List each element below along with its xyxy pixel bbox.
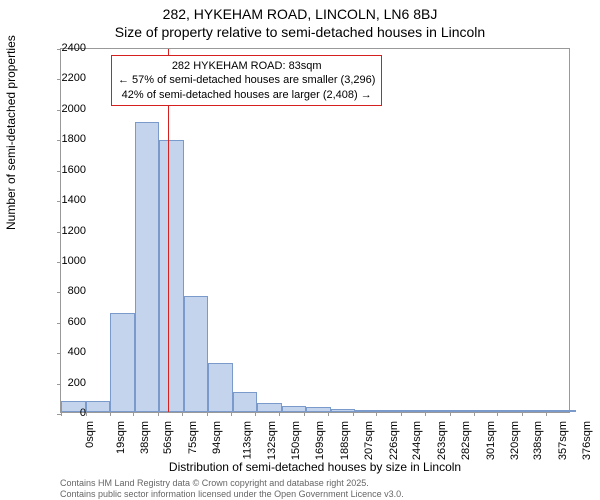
chart-footer: Contains HM Land Registry data © Crown c… [60, 478, 404, 500]
y-tick-label: 800 [46, 285, 86, 297]
x-tick-mark [231, 412, 232, 416]
x-tick-label: 226sqm [388, 421, 400, 460]
x-tick-mark [279, 412, 280, 416]
y-tick-label: 1200 [46, 225, 86, 237]
histogram-bar [110, 313, 135, 412]
x-tick-mark [450, 412, 451, 416]
annotation-line: 282 HYKEHAM ROAD: 83sqm [118, 59, 375, 73]
chart-title-2: Size of property relative to semi-detach… [0, 22, 600, 40]
annotation-box: 282 HYKEHAM ROAD: 83sqm← 57% of semi-det… [111, 55, 382, 106]
histogram-bar [454, 410, 479, 412]
histogram-bar [503, 410, 528, 412]
x-tick-label: 150sqm [290, 421, 302, 460]
histogram-bar [527, 410, 552, 412]
x-tick-mark [207, 412, 208, 416]
histogram-bar [380, 410, 405, 412]
plot-area: 282 HYKEHAM ROAD: 83sqm← 57% of semi-det… [60, 48, 570, 413]
x-tick-mark [474, 412, 475, 416]
x-tick-mark [255, 412, 256, 416]
x-tick-mark [110, 412, 111, 416]
x-tick-label: 376sqm [582, 421, 594, 460]
x-tick-label: 357sqm [557, 421, 569, 460]
y-tick-label: 1400 [46, 194, 86, 206]
annotation-line: 42% of semi-detached houses are larger (… [118, 88, 375, 102]
x-tick-label: 19sqm [115, 421, 127, 454]
y-axis-label: Number of semi-detached properties [4, 35, 18, 230]
x-tick-label: 282sqm [460, 421, 472, 460]
histogram-bar [404, 410, 429, 412]
histogram-bar [306, 407, 331, 412]
y-tick-label: 1800 [46, 133, 86, 145]
y-tick-label: 2400 [46, 42, 86, 54]
footer-line-2: Contains public sector information licen… [60, 489, 404, 500]
x-tick-mark [546, 412, 547, 416]
histogram-bar [478, 410, 503, 412]
x-tick-mark [328, 412, 329, 416]
footer-line-1: Contains HM Land Registry data © Crown c… [60, 478, 404, 489]
x-tick-label: 94sqm [211, 421, 223, 454]
x-tick-label: 263sqm [436, 421, 448, 460]
x-tick-label: 207sqm [363, 421, 375, 460]
histogram-bar [355, 410, 380, 412]
x-tick-mark [401, 412, 402, 416]
x-tick-label: 38sqm [139, 421, 151, 454]
histogram-bar [86, 401, 111, 412]
x-tick-label: 338sqm [533, 421, 545, 460]
y-tick-label: 2000 [46, 103, 86, 115]
x-tick-mark [182, 412, 183, 416]
histogram-bar [257, 403, 282, 412]
x-tick-mark [522, 412, 523, 416]
x-tick-label: 56sqm [162, 421, 174, 454]
y-tick-label: 400 [46, 346, 86, 358]
histogram-bar [282, 406, 307, 412]
x-axis-label: Distribution of semi-detached houses by … [60, 460, 570, 474]
x-tick-label: 132sqm [267, 421, 279, 460]
x-tick-mark [353, 412, 354, 416]
y-tick-label: 1600 [46, 164, 86, 176]
histogram-bar [233, 392, 258, 412]
histogram-bar [135, 122, 160, 412]
x-tick-label: 244sqm [411, 421, 423, 460]
x-tick-label: 169sqm [314, 421, 326, 460]
y-tick-label: 2200 [46, 72, 86, 84]
y-tick-label: 200 [46, 377, 86, 389]
chart-container: 282, HYKEHAM ROAD, LINCOLN, LN6 8BJ Size… [0, 0, 600, 500]
x-tick-label: 320sqm [509, 421, 521, 460]
annotation-line: ← 57% of semi-detached houses are smalle… [118, 73, 375, 87]
x-tick-label: 188sqm [339, 421, 351, 460]
x-tick-mark [497, 412, 498, 416]
chart-title-1: 282, HYKEHAM ROAD, LINCOLN, LN6 8BJ [0, 0, 600, 22]
x-tick-mark [304, 412, 305, 416]
x-tick-label: 0sqm [84, 421, 96, 448]
histogram-bar [184, 296, 209, 412]
y-tick-label: 600 [46, 316, 86, 328]
histogram-bar [159, 140, 184, 412]
x-tick-mark [425, 412, 426, 416]
y-tick-label: 1000 [46, 255, 86, 267]
histogram-bar [208, 363, 233, 412]
x-tick-label: 113sqm [241, 421, 253, 459]
histogram-bar [552, 410, 577, 412]
x-tick-mark [133, 412, 134, 416]
x-tick-label: 301sqm [485, 421, 497, 460]
histogram-bar [429, 410, 454, 412]
x-tick-mark [376, 412, 377, 416]
histogram-bar [331, 409, 356, 412]
y-tick-label: 0 [46, 407, 86, 419]
x-tick-mark [158, 412, 159, 416]
x-tick-label: 75sqm [187, 421, 199, 454]
